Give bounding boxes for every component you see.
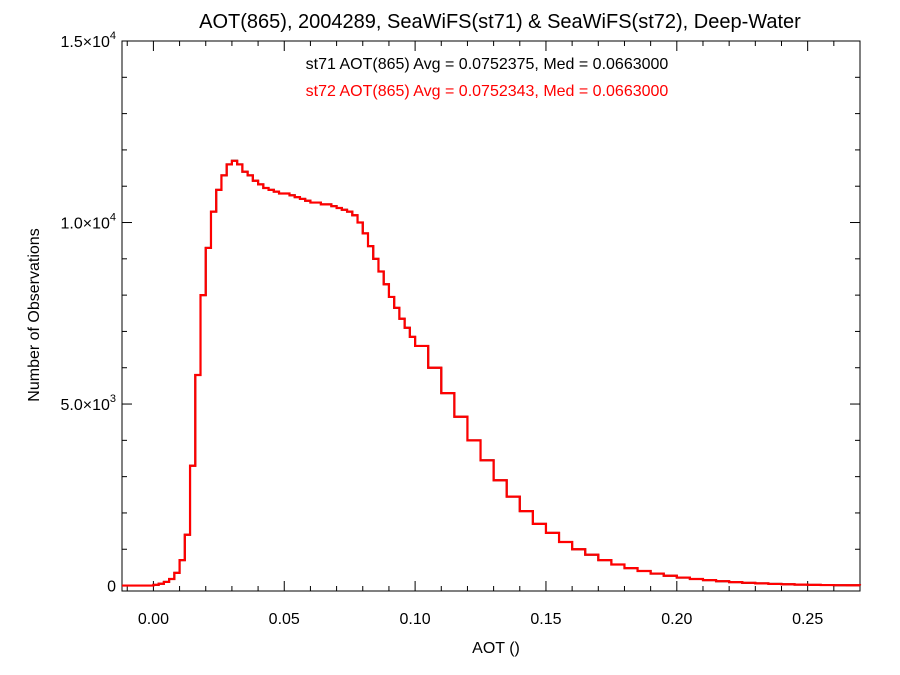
y-tick-label: 1.5×104 — [60, 30, 116, 51]
series-line-st72 — [122, 159, 862, 587]
y-tick-label: 5.0×103 — [60, 393, 116, 414]
x-tick-label: 0.20 — [661, 611, 692, 628]
x-tick-label: 0.05 — [269, 611, 300, 628]
plot-frame — [121, 40, 861, 592]
plot-axes — [121, 40, 861, 592]
y-axis-label: Number of Observations — [26, 228, 43, 401]
y-tick-label: 0 — [107, 579, 116, 596]
x-tick-label: 0.00 — [138, 611, 169, 628]
series-layer — [122, 159, 862, 587]
x-tick-label: 0.25 — [792, 611, 823, 628]
x-axis-label: AOT () — [472, 640, 520, 657]
chart-title: AOT(865), 2004289, SeaWiFS(st71) & SeaWi… — [199, 11, 801, 33]
st72-stats-annotation: st72 AOT(865) Avg = 0.0752343, Med = 0.0… — [306, 83, 669, 100]
x-tick-label: 0.15 — [530, 611, 561, 628]
axis-ticks: 0.00 0.05 0.10 0.15 0.20 0.25 0 5.0×103 1.0×104 1… — [60, 30, 861, 628]
series-line-st71 — [122, 159, 861, 587]
st71-stats-annotation: st71 AOT(865) Avg = 0.0752375, Med = 0.0… — [306, 56, 669, 73]
y-tick-label: 1.0×104 — [60, 212, 116, 233]
x-tick-label: 0.10 — [400, 611, 431, 628]
